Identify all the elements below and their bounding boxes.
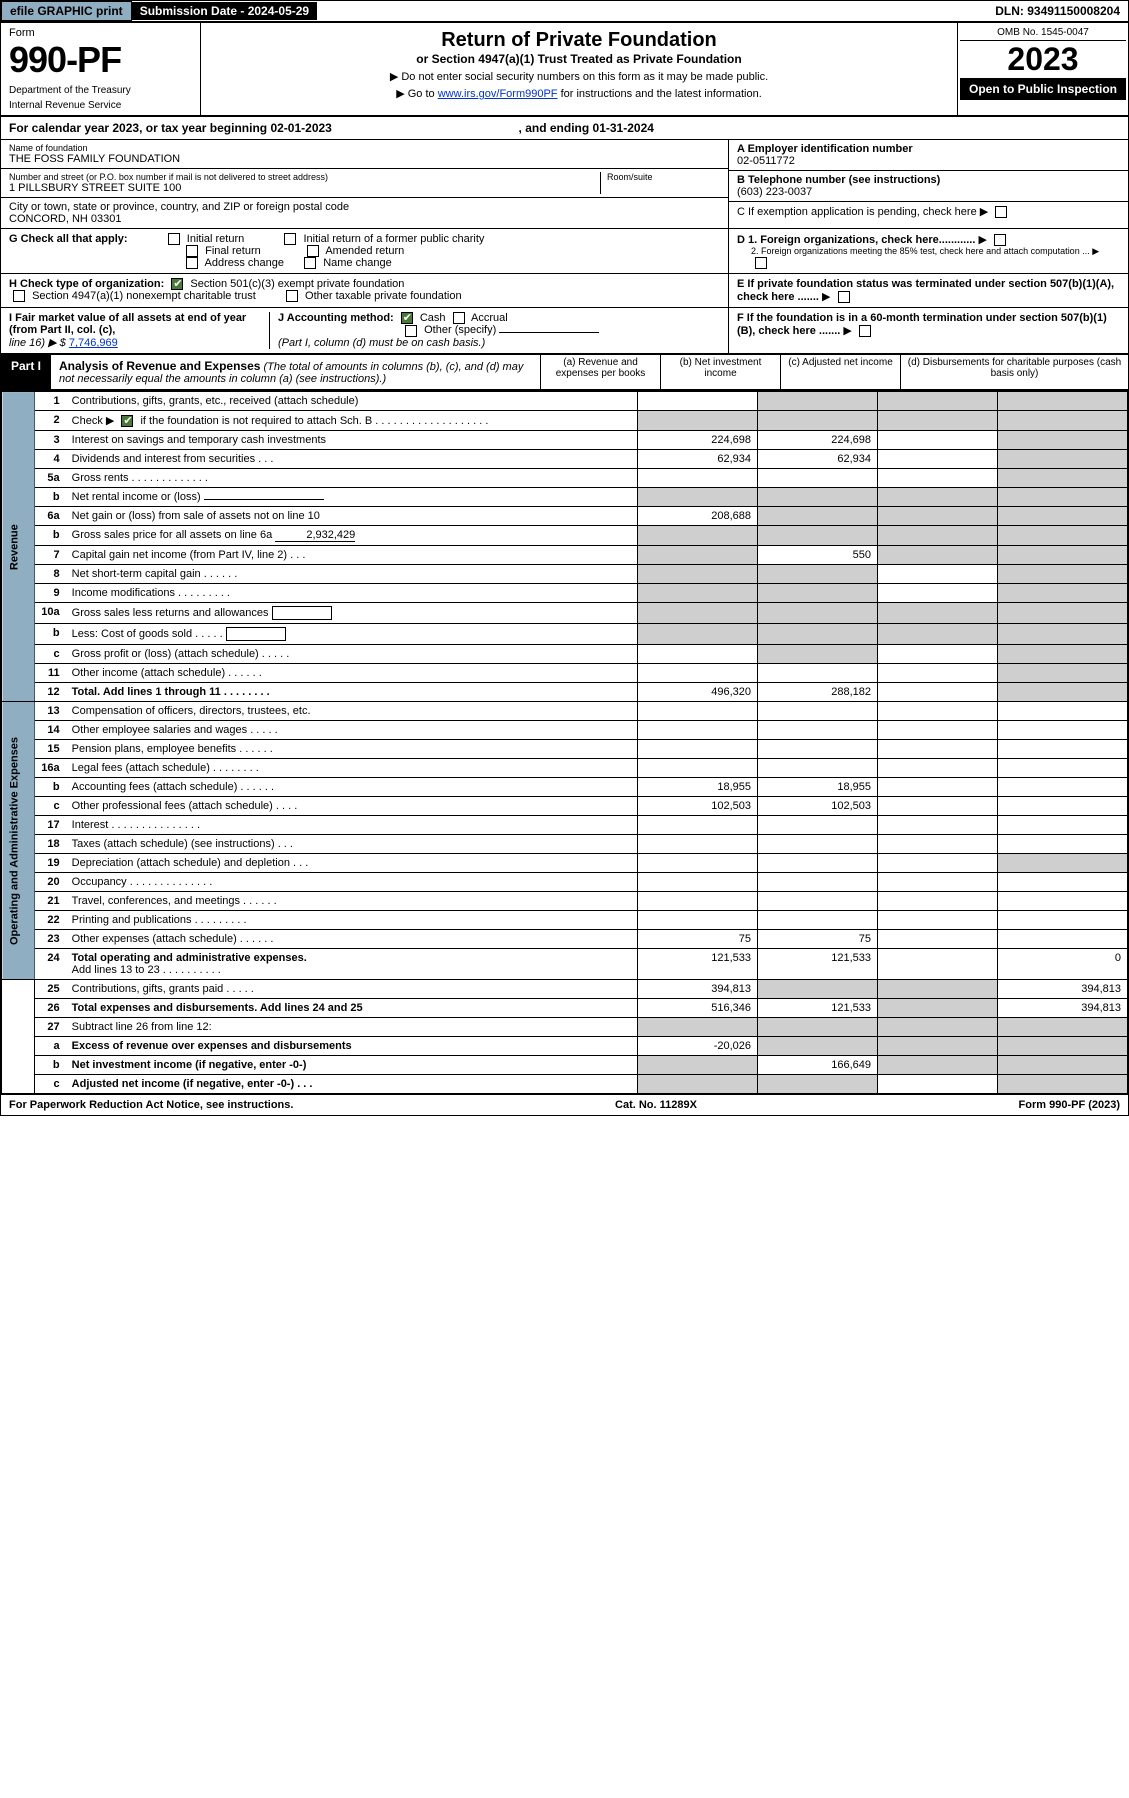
dept-irs: Internal Revenue Service [9,100,192,111]
d2-checkbox[interactable] [755,257,767,269]
goto-post: for instructions and the latest informat… [558,88,762,100]
e-label: E If private foundation status was termi… [737,278,1114,303]
form-label: Form [9,27,192,39]
form-header: Form 990-PF Department of the Treasury I… [1,23,1128,117]
street-address: 1 PILLSBURY STREET SUITE 100 [9,182,600,194]
dept-treasury: Department of the Treasury [9,85,192,96]
calendar-year-row: For calendar year 2023, or tax year begi… [1,117,1128,140]
j-cash-cb[interactable] [401,312,413,324]
part1-table: Revenue 1Contributions, gifts, grants, e… [1,391,1128,1094]
e-checkbox[interactable] [838,291,850,303]
ein-label: A Employer identification number [737,143,1120,155]
col-a: (a) Revenue and expenses per books [541,355,661,389]
cat-no: Cat. No. 11289X [615,1099,697,1111]
paperwork-notice: For Paperwork Reduction Act Notice, see … [9,1099,293,1111]
open-inspection: Open to Public Inspection [960,78,1126,100]
address-label: Number and street (or P.O. box number if… [9,172,600,182]
g-amended-cb[interactable] [307,245,319,257]
goto-pre: ▶ Go to [396,88,437,100]
d2-label: 2. Foreign organizations meeting the 85%… [751,246,1090,256]
i-label: I Fair market value of all assets at end… [9,312,246,336]
col-b: (b) Net investment income [661,355,781,389]
d1-checkbox[interactable] [994,234,1006,246]
foundation-name: THE FOSS FAMILY FOUNDATION [9,153,720,165]
form-number: 990-PF [9,39,192,81]
fmv-link[interactable]: 7,746,969 [69,337,118,349]
page-footer: For Paperwork Reduction Act Notice, see … [1,1094,1128,1115]
f-label: F If the foundation is in a 60-month ter… [737,312,1107,337]
item-c: C If exemption application is pending, c… [737,206,977,218]
city-label: City or town, state or province, country… [9,201,720,213]
g-name-change-cb[interactable] [304,257,316,269]
expenses-label: Operating and Administrative Expenses [2,702,35,980]
instructions-link[interactable]: www.irs.gov/Form990PF [438,88,558,100]
g-label: G Check all that apply: [9,233,128,245]
g-initial-former-cb[interactable] [284,233,296,245]
h-501c3-cb[interactable] [171,278,183,290]
part1-title: Analysis of Revenue and Expenses [59,359,260,373]
dln: DLN: 93491150008204 [987,2,1128,20]
g-address-change-cb[interactable] [186,257,198,269]
item-c-checkbox[interactable] [995,206,1007,218]
j-other-cb[interactable] [405,325,417,337]
top-bar: efile GRAPHIC print Submission Date - 20… [1,1,1128,23]
revenue-label: Revenue [2,392,35,702]
j-accrual-cb[interactable] [453,312,465,324]
city-value: CONCORD, NH 03301 [9,213,720,225]
d1-label: D 1. Foreign organizations, check here..… [737,234,975,246]
g-initial-return-cb[interactable] [168,233,180,245]
h-other-cb[interactable] [286,290,298,302]
j-note: (Part I, column (d) must be on cash basi… [278,337,485,349]
tax-year: 2023 [960,41,1126,78]
ein-value: 02-0511772 [737,155,1120,167]
schb-checkbox[interactable] [121,415,133,427]
form-ref: Form 990-PF (2023) [1019,1099,1120,1111]
h-4947-cb[interactable] [13,290,25,302]
form-subtitle: or Section 4947(a)(1) Trust Treated as P… [209,52,949,66]
room-label: Room/suite [607,172,720,182]
h-label: H Check type of organization: [9,278,164,290]
part1-tag: Part I [1,355,51,389]
f-checkbox[interactable] [859,325,871,337]
name-label: Name of foundation [9,143,720,153]
submission-date: Submission Date - 2024-05-29 [132,2,317,20]
ssn-note: ▶ Do not enter social security numbers o… [209,70,949,83]
form-title: Return of Private Foundation [209,29,949,52]
g-final-return-cb[interactable] [186,245,198,257]
phone-value: (603) 223-0037 [737,186,1120,198]
omb-number: OMB No. 1545-0047 [960,25,1126,41]
col-c: (c) Adjusted net income [781,355,901,389]
phone-label: B Telephone number (see instructions) [737,174,1120,186]
j-label: J Accounting method: [278,312,394,324]
efile-button[interactable]: efile GRAPHIC print [1,1,132,21]
col-d: (d) Disbursements for charitable purpose… [901,355,1128,389]
